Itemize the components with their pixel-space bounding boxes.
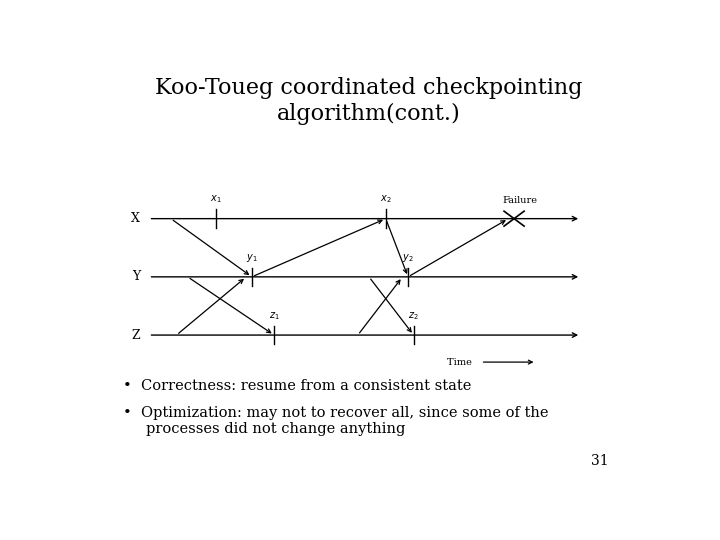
Text: Failure: Failure (502, 196, 537, 205)
Text: Z: Z (132, 328, 140, 342)
Text: Time: Time (447, 357, 475, 367)
Text: $z_1$: $z_1$ (269, 310, 279, 322)
Text: $y_2$: $y_2$ (402, 252, 414, 264)
Text: $x_2$: $x_2$ (380, 193, 392, 205)
Text: $x_1$: $x_1$ (210, 193, 221, 205)
Text: Koo-Toueg coordinated checkpointing
algorithm(cont.): Koo-Toueg coordinated checkpointing algo… (156, 77, 582, 125)
Text: •  Optimization: may not to recover all, since some of the
     processes did no: • Optimization: may not to recover all, … (124, 406, 549, 436)
Text: $z_2$: $z_2$ (408, 310, 419, 322)
Text: $y_1$: $y_1$ (246, 252, 258, 264)
Text: Y: Y (132, 271, 140, 284)
Text: X: X (131, 212, 140, 225)
Text: •  Correctness: resume from a consistent state: • Correctness: resume from a consistent … (124, 379, 472, 393)
Text: 31: 31 (591, 454, 609, 468)
